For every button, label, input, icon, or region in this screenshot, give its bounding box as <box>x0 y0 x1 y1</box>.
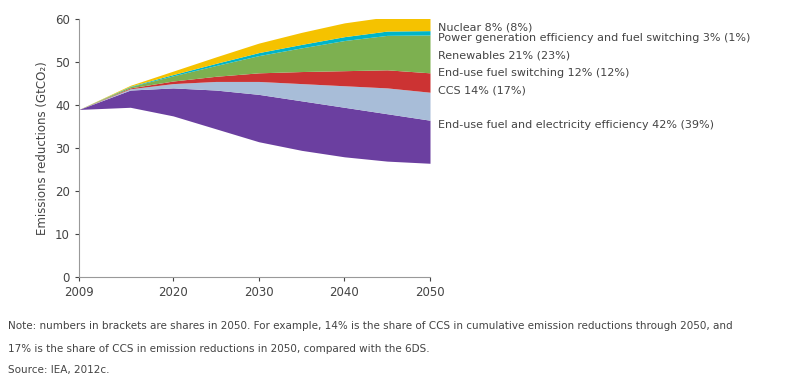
Text: 17% is the share of CCS in emission reductions in 2050, compared with the 6DS.: 17% is the share of CCS in emission redu… <box>8 344 429 354</box>
Text: Note: numbers in brackets are shares in 2050. For example, 14% is the share of C: Note: numbers in brackets are shares in … <box>8 321 732 331</box>
Text: Source: IEA, 2012c.: Source: IEA, 2012c. <box>8 365 110 375</box>
Y-axis label: Emissions reductions (GtCO₂): Emissions reductions (GtCO₂) <box>36 61 50 235</box>
Text: End-use fuel switching 12% (12%): End-use fuel switching 12% (12%) <box>438 68 630 78</box>
Text: End-use fuel and electricity efficiency 42% (39%): End-use fuel and electricity efficiency … <box>438 120 714 130</box>
Text: Nuclear 8% (8%): Nuclear 8% (8%) <box>438 23 533 33</box>
Text: Power generation efficiency and fuel switching 3% (1%): Power generation efficiency and fuel swi… <box>438 33 750 43</box>
Text: Renewables 21% (23%): Renewables 21% (23%) <box>438 51 570 60</box>
Text: CCS 14% (17%): CCS 14% (17%) <box>438 85 525 95</box>
